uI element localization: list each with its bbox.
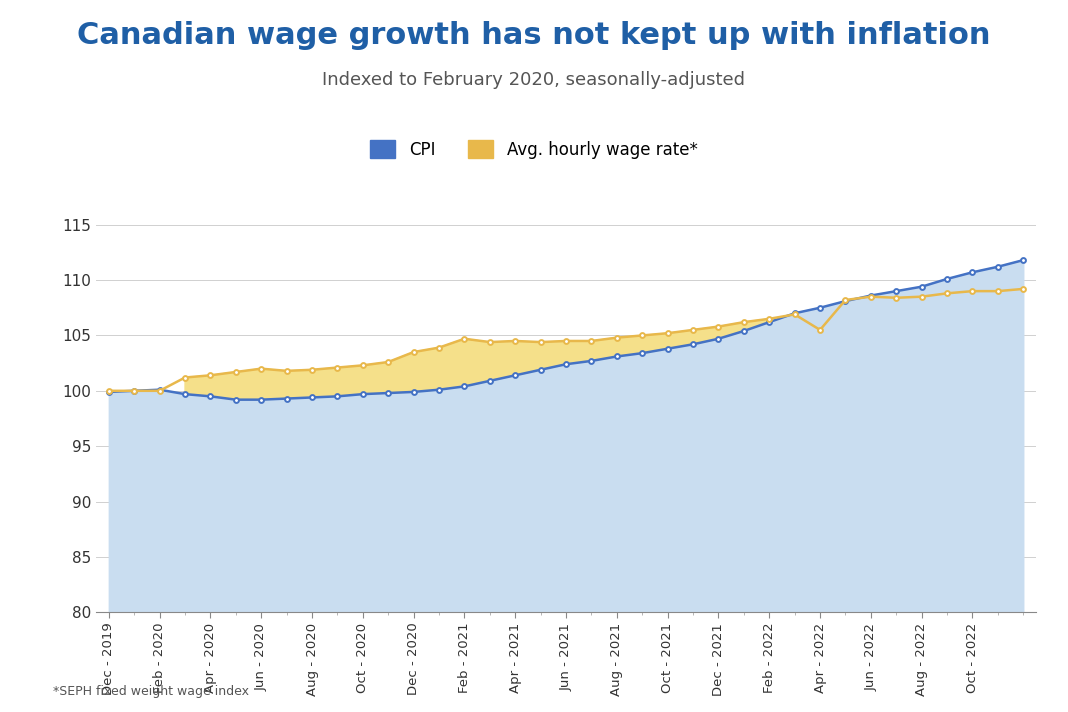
Text: Indexed to February 2020, seasonally-adjusted: Indexed to February 2020, seasonally-adj…	[323, 71, 745, 89]
Text: Canadian wage growth has not kept up with inflation: Canadian wage growth has not kept up wit…	[77, 21, 991, 51]
Text: *SEPH fixed weight wage index: *SEPH fixed weight wage index	[53, 685, 250, 698]
Legend: CPI, Avg. hourly wage rate*: CPI, Avg. hourly wage rate*	[371, 140, 697, 159]
